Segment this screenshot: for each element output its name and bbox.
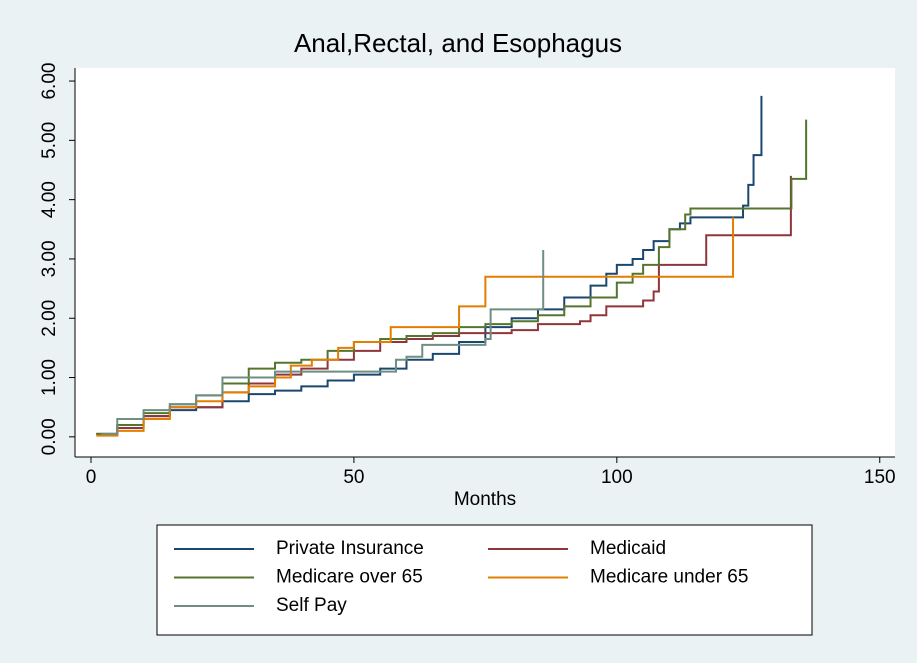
y-tick-label: 6.00 (39, 63, 60, 100)
y-tick-label: 0.00 (39, 418, 60, 455)
legend-label: Medicare over 65 (276, 567, 423, 588)
x-tick-label: 0 (86, 467, 97, 488)
x-axis-label: Months (454, 489, 516, 510)
plot-area (75, 68, 895, 457)
chart-title: Anal,Rectal, and Esophagus (294, 28, 622, 58)
legend-label: Self Pay (276, 595, 347, 616)
x-tick-label: 100 (601, 467, 633, 488)
legend-label: Private Insurance (276, 538, 424, 559)
legend (156, 524, 813, 636)
y-tick-label: 2.00 (39, 300, 60, 337)
x-tick-label: 50 (343, 467, 364, 488)
series-line (101, 250, 545, 435)
x-tick-label: 150 (864, 467, 896, 488)
y-tick-label: 1.00 (39, 359, 60, 396)
legend-label: Medicare under 65 (590, 567, 748, 588)
y-tick-label: 4.00 (39, 181, 60, 218)
y-tick-label: 5.00 (39, 122, 60, 159)
legend-label: Medicaid (590, 538, 666, 559)
y-tick-label: 3.00 (39, 240, 60, 277)
